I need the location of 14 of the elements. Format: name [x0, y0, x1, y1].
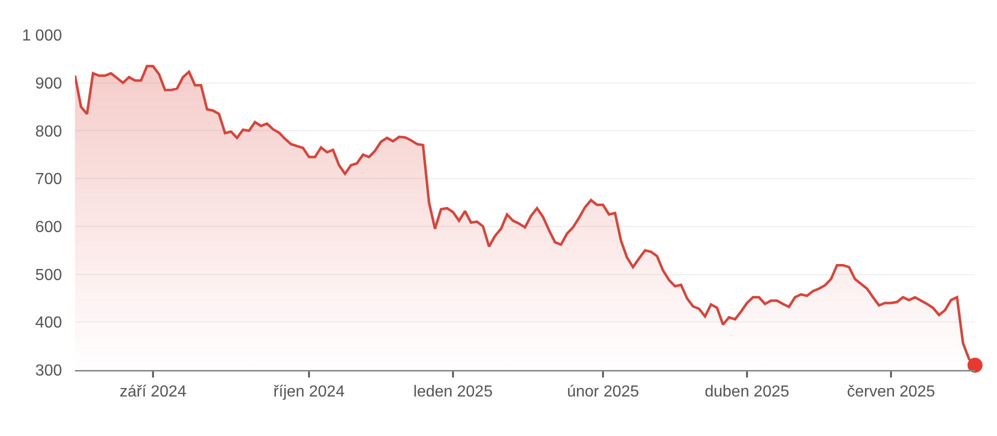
y-tick-label: 600: [35, 219, 62, 236]
x-tick-label: červen 2025: [846, 384, 936, 401]
x-tick-label: leden 2025: [413, 384, 493, 401]
y-tick-label: 400: [35, 314, 62, 332]
y-tick-label: 500: [35, 266, 62, 284]
x-tick-label: září 2024: [120, 384, 186, 401]
y-tick-label: 900: [35, 75, 62, 92]
x-tick-label: duben 2025: [704, 384, 790, 401]
x-tick-label: únor 2025: [566, 384, 640, 401]
y-tick-label: 800: [35, 123, 62, 140]
y-tick-label: 300: [35, 362, 62, 380]
y-tick-label: 700: [35, 171, 62, 188]
y-tick-label: 1 000: [22, 28, 62, 45]
x-tick-label: říjen 2024: [273, 384, 345, 401]
